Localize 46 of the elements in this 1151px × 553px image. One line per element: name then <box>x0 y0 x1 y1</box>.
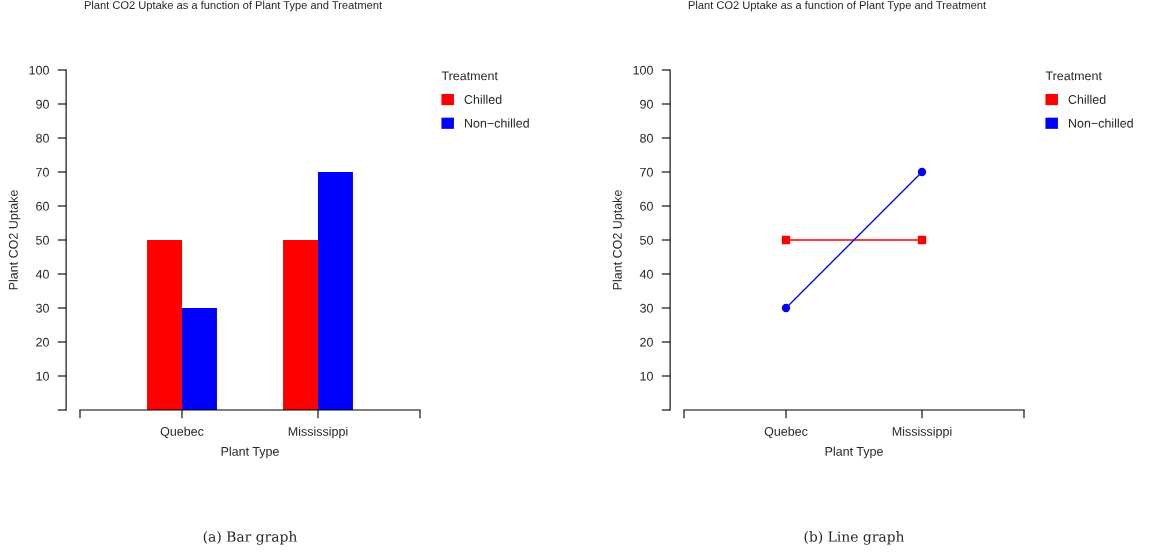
bar <box>283 240 318 410</box>
y-axis-title: Plant CO2 Uptake <box>612 190 625 290</box>
y-tick-label: 60 <box>640 201 653 211</box>
y-tick-label: 90 <box>640 99 653 109</box>
y-tick-label: 10 <box>640 371 653 381</box>
point <box>781 235 791 245</box>
x-axis-title: Plant Type <box>221 446 279 459</box>
y-tick-label: 20 <box>640 337 653 347</box>
y-tick-label: 60 <box>36 201 49 211</box>
point <box>917 167 927 177</box>
y-tick-label: 40 <box>639 269 653 279</box>
text: (a) Bar graph <box>203 531 297 545</box>
text: (b) Line graph <box>804 531 905 545</box>
y-axis-title: Plant CO2 Uptake <box>8 190 21 290</box>
x-tick-label: Quebec <box>764 426 808 439</box>
y-tick-label: 30 <box>36 303 49 313</box>
bar <box>318 172 353 410</box>
legend-title: Treatment <box>441 71 498 81</box>
legend-label: Chilled <box>464 94 502 104</box>
bar <box>182 308 217 410</box>
x-tick-label: Quebec <box>160 426 204 439</box>
x-tick-label: Mississippi <box>892 426 952 439</box>
chart-title: Plant CO2 Uptake as a function of Plant Type and Treatment <box>688 0 986 12</box>
y-tick-label: 70 <box>36 167 49 177</box>
y-tick-label: 100 <box>29 65 49 75</box>
x-axis-title: Plant Type <box>825 446 883 459</box>
bar <box>147 240 182 410</box>
y-tick-label: 100 <box>633 65 653 75</box>
y-tick-label: 30 <box>640 303 653 313</box>
x-tick-label: Mississippi <box>288 426 348 439</box>
y-tick-label: 90 <box>36 99 49 109</box>
y-tick-label: 10 <box>36 371 49 381</box>
point <box>917 235 927 245</box>
point <box>781 303 791 313</box>
chart-title: Plant CO2 Uptake as a function of Plant Type and Treatment <box>84 0 382 12</box>
legend-label: Non−chilled <box>464 118 529 128</box>
y-tick-label: 80 <box>36 133 49 143</box>
legend-label: Chilled <box>1068 94 1106 104</box>
y-tick-label: 80 <box>640 133 653 143</box>
y-tick-label: 70 <box>640 167 653 177</box>
y-tick-label: 50 <box>640 235 653 245</box>
y-tick-label: 20 <box>36 337 49 347</box>
y-tick-label: 40 <box>35 269 49 279</box>
legend-label: Non−chilled <box>1068 118 1133 128</box>
y-tick-label: 50 <box>36 235 49 245</box>
legend-title: Treatment <box>1045 71 1102 81</box>
